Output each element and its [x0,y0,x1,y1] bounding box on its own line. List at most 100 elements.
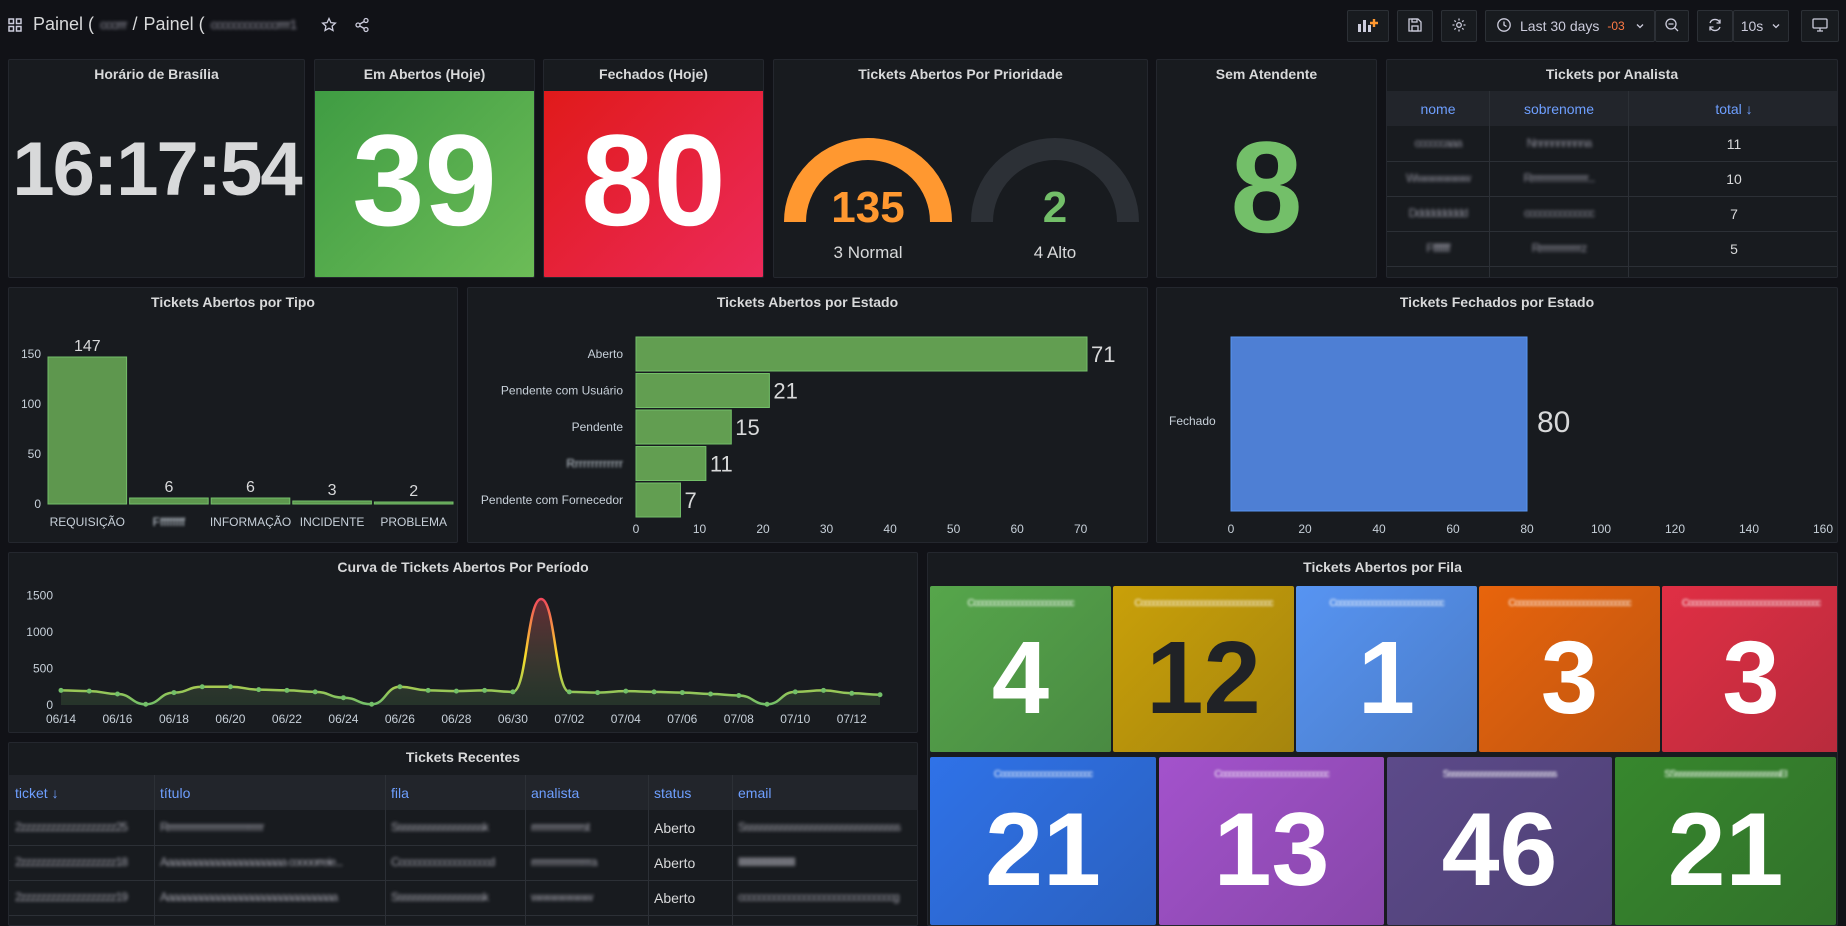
tv-mode-button[interactable] [1801,10,1839,42]
column-header[interactable]: email [738,785,772,801]
refresh-interval-picker[interactable]: 10s [1733,10,1789,42]
queue-tile: Cccccccccccccccccccccccc 21 [930,757,1156,925]
zoom-out-button[interactable] [1655,10,1689,42]
column-header-total[interactable]: total ↓ [1715,101,1753,117]
breadcrumb-dashboard-title[interactable]: Painel ( [143,14,205,34]
column-divider [154,775,155,925]
data-point [86,688,92,694]
x-tick-label: 0 [1228,522,1235,536]
closed-by-state-chart: 0 20 40 60 80 100 120 140 160 80 Fechado [1169,336,1833,536]
bar [635,409,732,445]
bar-value-label: 11 [710,452,733,477]
x-tick-label: 07/10 [780,712,810,726]
x-tick-label: 140 [1739,522,1759,536]
data-point [397,684,403,690]
share-icon[interactable] [354,17,370,38]
bar [47,356,128,505]
table-cell: 2zzzzzzzzzzzzzzzzzzz19 [15,890,128,904]
timezone-offset: -03 [1607,19,1625,33]
table-cell: rrrrrrrrrrrrrrrrrst [531,820,590,834]
queue-count: 12 [1146,620,1261,736]
breadcrumb-dashboard-blur: ccccccccccccrrrr1 [210,17,298,32]
recent-tickets-panel: Tickets Recentes ticket ↓ título fila anali… [8,742,918,926]
queue-count: 1 [1357,620,1416,736]
gauge-value-high: 2 [1042,183,1068,232]
breadcrumb: Painel ( cccrrr / Painel ( ccccccccccccr… [33,14,298,35]
table-row [1387,161,1837,197]
data-point [566,689,572,695]
chevron-down-icon [1771,18,1781,34]
column-header[interactable]: ticket ↓ [15,785,59,801]
column-header-nome[interactable]: nome [1420,101,1456,117]
data-point [877,692,883,698]
by-type-chart: 0 50 100 150 147 REQUISIÇÃO 6 Fffffffff 6 INFORMA… [21,338,454,529]
queue-name: Cccccccccccccccccccccccccccc [1329,598,1444,609]
y-category-label: Fechado [1169,414,1216,428]
clock-time: 16:17:54 [12,127,302,212]
panel-title: Fechados (Hoje) [599,66,708,82]
x-tick-label: 70 [1074,522,1088,536]
y-tick-label: 1500 [26,588,53,602]
time-range-picker[interactable]: Last 30 days -03 [1485,10,1655,42]
no-agent-panel: Sem Atendente 8 [1156,59,1377,278]
bar [635,482,681,518]
table-cell: Aberto [654,890,696,906]
column-divider [1628,91,1629,277]
add-panel-button[interactable] [1347,10,1389,42]
x-tick-label: 120 [1665,522,1685,536]
refresh-button[interactable] [1697,10,1733,42]
clock-panel: Horário de Brasília 16:17:54 [8,59,305,278]
bar-value-label: 3 [328,482,337,499]
panel-title: Tickets Abertos por Fila [1303,559,1462,575]
queue-name: Cccccccccccccccccccccccccccccccccc [1134,598,1273,609]
column-divider [648,775,649,925]
data-point [256,687,262,693]
queue-count: 3 [1540,620,1599,736]
column-header-sobrenome[interactable]: sobrenome [1523,101,1595,117]
gauge-track [971,138,1139,223]
x-tick-label: 06/30 [498,712,528,726]
dashboard-settings-button[interactable] [1441,10,1477,42]
data-point [792,689,798,695]
cell-total: 11 [1726,136,1742,152]
data-point [369,701,375,707]
table-cell: Aaaaaaaaaaaaaaaaaaaaaaaaaaaaaaa [160,890,338,904]
data-point [708,691,714,697]
x-tick-label: 06/26 [385,712,415,726]
add-panel-icon [1357,17,1379,36]
curve-panel: Curva de Tickets Abertos Por Período 0 50… [8,552,918,733]
column-header[interactable]: título [160,785,191,801]
column-divider [732,775,733,925]
cell-sobrenome: Nnnnnnnnnna [1526,136,1592,150]
table-header [9,775,917,810]
x-tick-label: 20 [1298,522,1312,536]
x-tick-label: 30 [820,522,834,536]
x-tick-label: 06/28 [441,712,471,726]
data-point [595,690,601,696]
table-row [9,845,917,881]
table-row [1387,231,1837,267]
column-header[interactable]: analista [531,785,580,801]
stat-value: 8 [1230,114,1303,260]
panel-title: Tickets Recentes [405,749,521,765]
data-point [510,689,516,695]
queue-name: Cccccccccccccccccccccccccccccc [1508,598,1631,609]
table-cell: rrrrrrrrrrrrrrrrrrrra [531,855,598,869]
table-cell: 2zzzzzzzzzzzzzzzzzzz18 [15,855,128,869]
apps-grid-icon[interactable] [8,18,22,32]
breadcrumb-folder-link[interactable]: Painel ( [33,14,95,34]
queue-tile: SSssssssssssssssssssssssssssEI 21 [1615,757,1836,925]
column-header[interactable]: fila [391,785,409,801]
series-area [61,598,880,705]
gauges-svg [784,138,1139,223]
gauge-high [971,138,1139,223]
x-tick-label: 100 [1591,522,1611,536]
data-point [143,701,149,707]
save-dashboard-button[interactable] [1397,10,1433,42]
star-icon[interactable] [321,16,337,38]
table-cell: Rrrrrrrrrrrrrrrrrrrrrrrrrrrrrrrrr [160,820,265,834]
column-header[interactable]: status [654,785,692,801]
x-tick-label: 80 [1520,522,1534,536]
stat-value: 80 [581,107,726,253]
table-header [1387,91,1837,126]
